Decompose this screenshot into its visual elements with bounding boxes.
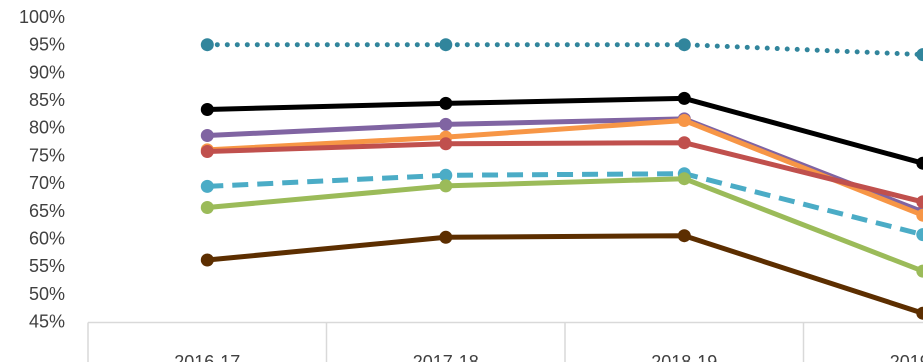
series-line-group xyxy=(200,91,923,170)
series-line xyxy=(204,42,923,58)
data-point xyxy=(677,91,691,105)
series-line-group xyxy=(200,38,923,62)
data-point xyxy=(439,168,453,182)
series-line-group xyxy=(200,136,923,209)
x-tick-label: 2018-19 xyxy=(651,352,717,362)
y-tick-label: 95% xyxy=(29,35,65,55)
data-point xyxy=(677,114,691,127)
y-tick-label: 70% xyxy=(29,173,65,193)
series-line xyxy=(207,171,923,238)
y-tick-label: 45% xyxy=(29,312,65,332)
data-point xyxy=(439,230,453,244)
series-line xyxy=(204,176,923,274)
data-point xyxy=(200,201,214,214)
y-tick-label: 55% xyxy=(29,256,65,276)
series-line xyxy=(204,233,923,316)
data-point xyxy=(677,38,691,52)
data-point xyxy=(916,306,923,320)
y-tick-label: 100% xyxy=(19,7,65,27)
data-point xyxy=(677,136,691,150)
data-point xyxy=(439,117,453,131)
data-point xyxy=(200,129,214,142)
series-line-group xyxy=(200,172,923,278)
x-tick-label: 2016-17 xyxy=(174,352,240,362)
data-point xyxy=(439,137,453,151)
data-point xyxy=(916,264,923,278)
series-line-group xyxy=(200,229,923,320)
data-point xyxy=(439,179,453,193)
y-tick-label: 90% xyxy=(29,62,65,82)
data-point xyxy=(677,172,691,186)
y-tick-label: 65% xyxy=(29,201,65,221)
plot-area xyxy=(200,38,923,320)
x-tick-label: 2019-20 xyxy=(890,352,923,362)
data-point xyxy=(916,195,923,209)
y-tick-label: 80% xyxy=(29,118,65,138)
data-point xyxy=(200,38,214,52)
data-point xyxy=(200,179,214,193)
y-tick-label: 75% xyxy=(29,145,65,165)
data-point xyxy=(916,48,923,62)
data-point xyxy=(200,145,214,158)
x-axis: 2016-17 2017-18 2018-19 2019-20 xyxy=(87,321,923,362)
series-line xyxy=(204,95,923,166)
data-point xyxy=(200,103,214,116)
series-line xyxy=(204,140,923,205)
data-point xyxy=(916,156,923,170)
x-tick-label: 2017-18 xyxy=(413,352,479,362)
series-line xyxy=(204,118,923,218)
data-point xyxy=(916,208,923,222)
data-point xyxy=(439,96,453,110)
data-point xyxy=(916,228,923,242)
y-axis: 100% 95% 90% 85% 80% 75% 70% 65% 60% 55% 50% 45% xyxy=(19,7,65,332)
data-point xyxy=(439,38,453,52)
data-point xyxy=(200,253,214,267)
y-tick-label: 85% xyxy=(29,90,65,110)
y-tick-label: 50% xyxy=(29,284,65,304)
y-tick-label: 60% xyxy=(29,228,65,248)
data-point xyxy=(677,229,691,243)
